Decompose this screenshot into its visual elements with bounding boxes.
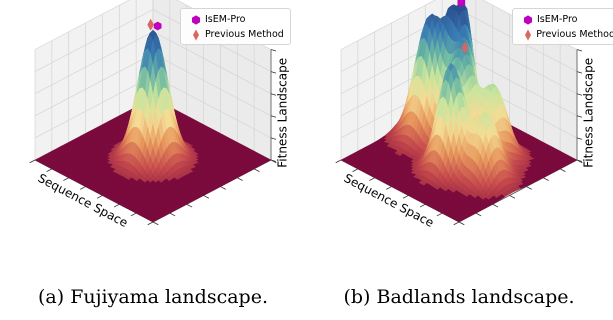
gridline (34, 9, 154, 72)
z-tick (270, 159, 277, 162)
z-tick (270, 49, 277, 52)
y-tick (475, 212, 482, 217)
surface-patch (455, 218, 463, 223)
gridline (34, 53, 154, 117)
gridline (34, 75, 154, 139)
previous-method-point (147, 18, 154, 31)
z-axis-label: Fitness Landscape (275, 58, 289, 168)
y-tick (458, 221, 465, 226)
x-tick (63, 177, 69, 181)
y-tick (492, 203, 499, 208)
x-tick (369, 177, 375, 181)
gridline (340, 0, 436, 50)
y-tick (543, 177, 549, 181)
legend-label: Previous Method (536, 29, 613, 40)
y-tick (526, 186, 532, 190)
figure-caption: (a) Fujiyama landscape. (38, 286, 268, 308)
legend-entry-isem-pro: IsEM-Pro (187, 12, 284, 27)
hexagon-marker-icon (519, 14, 537, 25)
z-tick (576, 159, 583, 162)
diamond-marker-icon (187, 29, 205, 41)
x-tick (130, 212, 137, 217)
x-tick (436, 212, 443, 217)
chart-panel-fujiyama: Sequence Space Fitness Landscape IsEM-Pro… (0, 0, 306, 320)
y-tick (237, 177, 243, 181)
z-tick (576, 71, 583, 74)
x-tick (352, 168, 359, 173)
markers (147, 18, 162, 31)
x-tick (453, 221, 460, 226)
previous-method-point (461, 41, 469, 54)
y-tick (186, 203, 193, 208)
y-tick (253, 168, 260, 173)
markers (457, 0, 469, 54)
gridline (458, 31, 578, 95)
y-tick (169, 212, 176, 217)
figure-caption: (b) Badlands landscape. (343, 286, 575, 308)
legend-label: IsEM-Pro (205, 14, 246, 25)
z-tick (576, 115, 583, 118)
y-tick (220, 186, 226, 190)
surface-patch (149, 218, 157, 223)
gridline (152, 53, 272, 117)
isem-pro-point (153, 21, 162, 31)
z-tick (576, 137, 583, 140)
legend-entry-previous-method: Previous Method (187, 27, 284, 42)
z-tick (270, 115, 277, 118)
x-tick (46, 168, 53, 173)
surface (34, 29, 272, 223)
gridline (152, 31, 272, 95)
x-tick (335, 159, 342, 164)
diamond-marker-icon (519, 29, 536, 41)
legend-label: IsEM-Pro (537, 14, 578, 25)
y-tick (509, 195, 516, 199)
legend-entry-isem-pro: IsEM-Pro (519, 12, 613, 27)
x-tick (80, 186, 86, 190)
y-tick (203, 195, 210, 199)
legend: IsEM-Pro Previous Method (180, 8, 291, 45)
gridline (34, 31, 154, 95)
legend-entry-previous-method: Previous Method (519, 27, 613, 42)
hexagon-marker-icon (187, 14, 205, 25)
x-tick (113, 203, 120, 208)
x-tick (402, 195, 409, 199)
z-axis-label: Fitness Landscape (581, 58, 595, 168)
x-tick (386, 186, 392, 190)
chart-panel-badlands: Sequence Space Fitness Landscape IsEM-Pro… (306, 0, 613, 320)
z-tick (270, 71, 277, 74)
gridline (34, 0, 130, 50)
gridline (458, 53, 578, 117)
legend-label: Previous Method (205, 29, 284, 40)
legend: IsEM-Pro Previous Method (512, 8, 613, 45)
z-tick (270, 137, 277, 140)
isem-pro-point (457, 0, 466, 7)
x-tick (96, 195, 103, 199)
axis-pane (35, 0, 153, 160)
y-tick (152, 221, 159, 226)
x-tick (147, 221, 154, 226)
x-tick (419, 203, 426, 208)
x-tick (29, 159, 36, 164)
y-tick (559, 168, 566, 173)
gridline (152, 75, 272, 139)
z-tick (576, 49, 583, 52)
surface (340, 4, 578, 223)
z-tick (576, 93, 583, 96)
z-tick (270, 93, 277, 96)
